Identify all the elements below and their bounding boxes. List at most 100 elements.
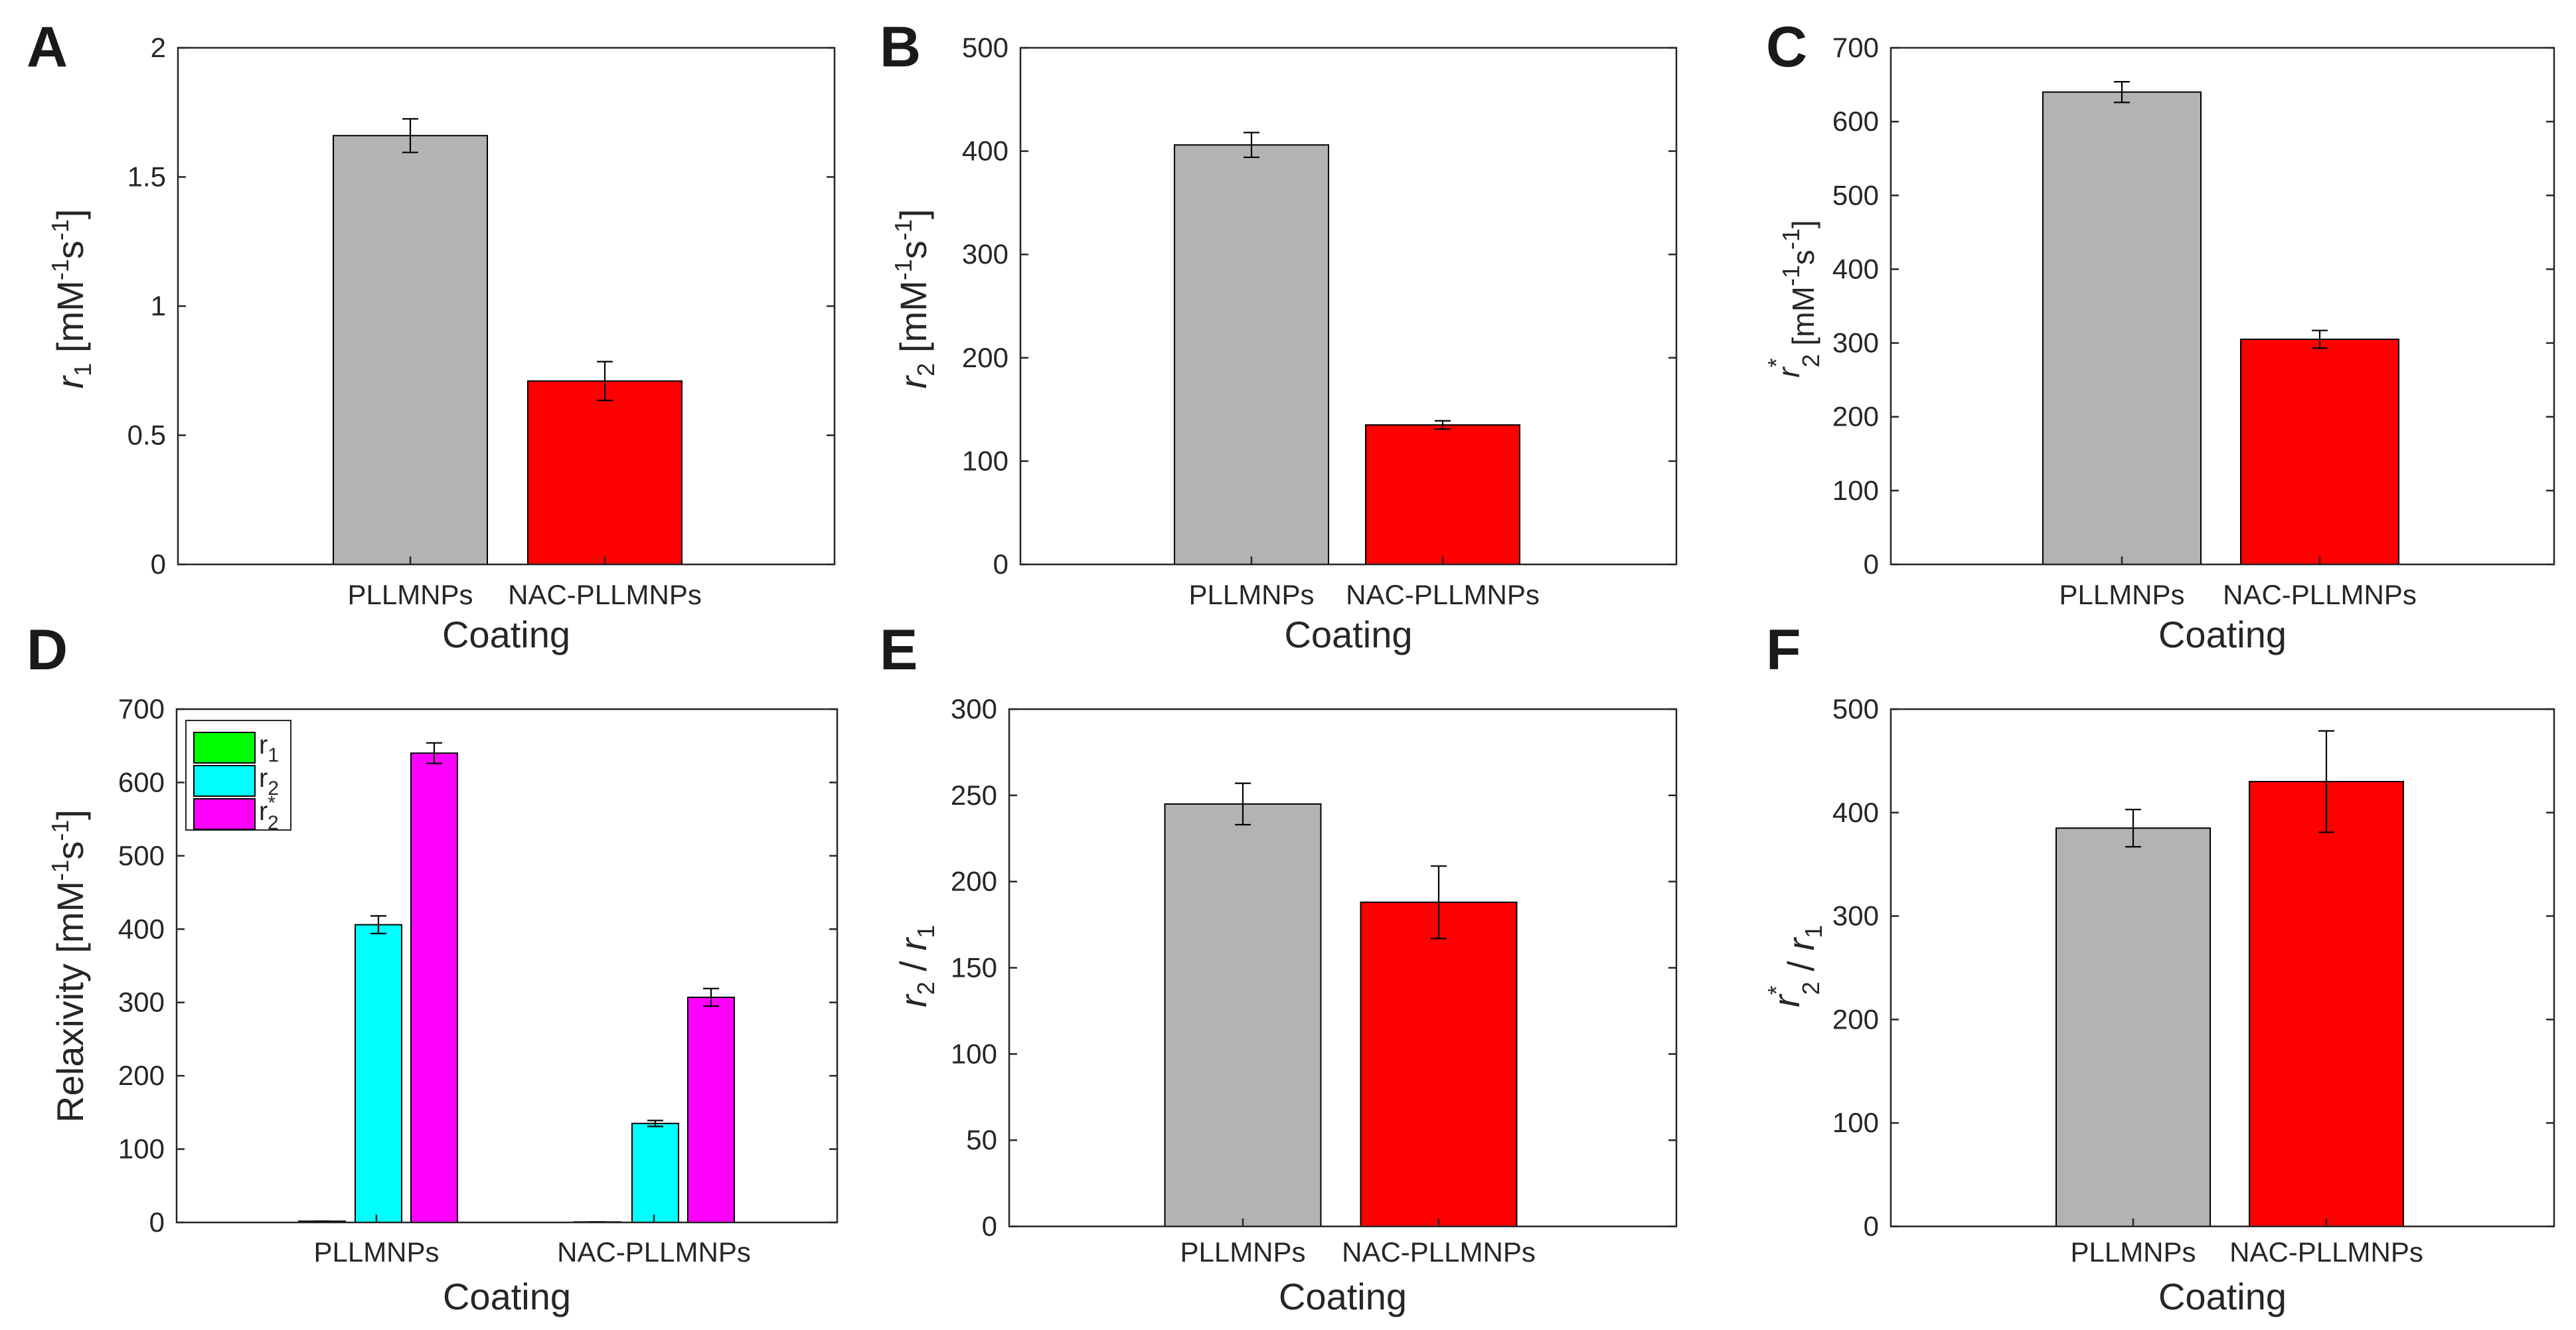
y-axis-label-part: 1 xyxy=(69,363,96,376)
legend-swatch-0 xyxy=(193,732,256,764)
legend-label: r* 2 xyxy=(259,792,279,834)
y-axis-label-part: -1 xyxy=(1777,265,1805,286)
legend-label-part: r xyxy=(259,764,268,793)
x-tick-label: PLLMNPs xyxy=(2070,1236,2196,1268)
y-axis-label-part: [ xyxy=(49,943,91,954)
bar-NAC-PLLMNPs xyxy=(2249,781,2404,1228)
axes-box xyxy=(1019,46,1678,566)
legend-label-part: 1 xyxy=(268,744,279,766)
panel-letter: D xyxy=(27,618,68,682)
y-tick-label: 100 xyxy=(1832,1107,1879,1138)
y-axis-label-part: / xyxy=(892,951,934,982)
y-axis-label-part: [ xyxy=(49,342,91,353)
y-axis-label: r* 2 / r1 xyxy=(1763,925,1827,1007)
bar-PLLMNPs xyxy=(1174,144,1329,566)
x-tick-label: PLLMNPs xyxy=(1180,1236,1305,1268)
bar-NAC-PLLMNPs xyxy=(1360,901,1518,1227)
x-axis-label: Coating xyxy=(1284,614,1412,655)
y-tick-label: 600 xyxy=(118,766,165,797)
bar-r2-NAC-PLLMNPs xyxy=(631,1122,679,1223)
panel-B: B 0 100 200 300 400 500 PLLMNPs NAC-PLLMNPs Coati… xyxy=(880,15,1678,655)
bar-PLLMNPs xyxy=(2042,91,2202,565)
panel-D: D 0 100 200 300 400 500 600 700 PLLMNPs NAC-PLLMNP… xyxy=(27,618,839,1317)
bar-NAC-PLLMNPs xyxy=(2240,339,2399,565)
y-axis-label-part: -1 xyxy=(46,820,74,841)
y-axis-label-part xyxy=(49,353,91,363)
y-tick-label: 100 xyxy=(118,1133,165,1165)
y-tick-label: 300 xyxy=(1832,900,1879,932)
y-axis-label-part: -1 xyxy=(890,259,917,280)
legend-label-part: 2 xyxy=(268,778,279,799)
y-axis-label-part: -1 xyxy=(46,860,74,881)
y-tick-label: 100 xyxy=(1832,475,1879,506)
panel-F: F 0 100 200 300 400 500 PLLMNPs NAC-PLLMNPs Coati… xyxy=(1763,618,2555,1317)
y-tick-label: 250 xyxy=(951,780,997,811)
y-tick-label: 300 xyxy=(1832,327,1879,359)
legend-label-part: 2 xyxy=(268,812,279,834)
y-axis-label-part: [ xyxy=(892,342,934,353)
y-axis-label-part: -1 xyxy=(46,259,74,280)
x-tick-label: NAC-PLLMNPs xyxy=(1342,1236,1536,1268)
x-tick-label: NAC-PLLMNPs xyxy=(2229,1236,2423,1268)
axes-box xyxy=(1008,708,1678,1228)
y-axis-label: r1 [mM-1s-1] xyxy=(46,209,96,389)
y-tick-label: 400 xyxy=(1832,253,1879,284)
panel-letter: E xyxy=(880,618,918,682)
legend-label: r2 xyxy=(259,764,279,799)
x-tick-label: PLLMNPs xyxy=(2059,579,2184,610)
axes-box xyxy=(175,708,839,1224)
axes-box xyxy=(177,46,836,566)
bar-NAC-PLLMNPs xyxy=(1365,424,1520,565)
y-axis-label-part: * xyxy=(1763,358,1790,367)
axes-box xyxy=(1890,46,2555,566)
y-tick-label: 1 xyxy=(151,290,166,321)
y-axis-label-part: ] xyxy=(49,209,91,220)
bar-r2*-NAC-PLLMNPs xyxy=(687,996,735,1223)
y-tick-label: 200 xyxy=(118,1060,165,1091)
y-axis-label-part: mM xyxy=(49,881,91,943)
y-tick-label: 0 xyxy=(1864,1210,1879,1242)
panel-C: C 0 100 200 300 400 500 600 700 PLLMNPs NAC-PLLMNP… xyxy=(1763,15,2555,655)
y-axis-label-part: Relaxivity xyxy=(49,954,91,1123)
y-axis-label-part: 2 xyxy=(1797,981,1824,995)
y-axis-label-part: -1 xyxy=(1777,228,1805,250)
y-tick-label: 0 xyxy=(982,1210,997,1242)
y-axis-label-part: 2 xyxy=(912,363,939,376)
bar-PLLMNPs xyxy=(2055,827,2211,1228)
y-axis-label-part xyxy=(892,353,934,363)
y-tick-label: 300 xyxy=(962,238,1008,270)
y-axis-label-part: r xyxy=(49,374,91,388)
x-tick-label: PLLMNPs xyxy=(1188,579,1314,610)
x-tick-label: NAC-PLLMNPs xyxy=(1346,579,1540,610)
y-tick-label: 100 xyxy=(962,445,1008,476)
bar-PLLMNPs xyxy=(333,135,488,565)
y-tick-label: 100 xyxy=(951,1038,997,1069)
y-axis-label-part: 2 xyxy=(1797,354,1824,367)
y-axis-label-part: s xyxy=(49,841,91,860)
y-axis-label: r* 2 [mM-1s-1] xyxy=(1763,220,1824,377)
y-tick-label: 500 xyxy=(962,32,1008,63)
y-axis-label-part: s xyxy=(1786,250,1820,265)
y-axis-label-part: s xyxy=(892,240,934,259)
y-tick-label: 0 xyxy=(1864,548,1879,580)
y-tick-label: 2 xyxy=(151,32,166,63)
y-axis-label-part: 2 xyxy=(912,981,939,995)
x-axis-label: Coating xyxy=(2158,1276,2287,1317)
legend-label-part: * xyxy=(268,792,276,814)
y-axis-label-part: r xyxy=(1780,937,1822,951)
y-axis-label-part: r xyxy=(892,937,934,951)
y-axis-label-part: mM xyxy=(49,280,91,342)
bar-r2-PLLMNPs xyxy=(355,924,402,1224)
y-axis-label-part: 1 xyxy=(912,925,939,938)
x-axis-label: Coating xyxy=(443,1276,571,1317)
x-axis-label: Coating xyxy=(442,614,570,655)
y-axis-label: r2 [mM-1s-1] xyxy=(890,209,939,389)
y-tick-label: 150 xyxy=(951,952,997,983)
y-tick-label: 1.5 xyxy=(127,161,166,193)
y-axis-label-part: [ xyxy=(1786,337,1820,346)
x-tick-label: NAC-PLLMNPs xyxy=(2223,579,2417,610)
legend-swatch-1 xyxy=(193,765,256,797)
legend-label-part: r xyxy=(259,730,268,760)
